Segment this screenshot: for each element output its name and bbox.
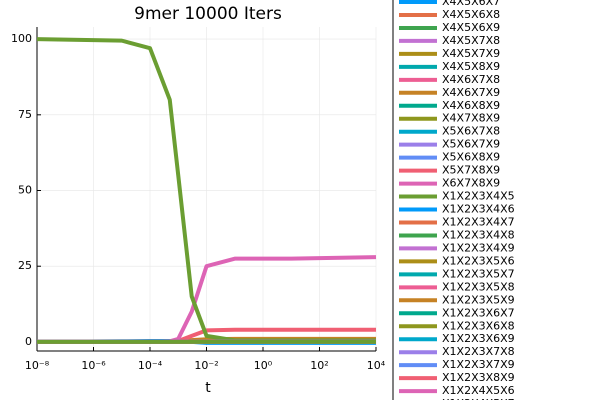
- x-tick-label: 10⁰: [254, 359, 273, 372]
- legend-label: X4X5X6X9: [442, 21, 500, 34]
- x-tick-label: 10²: [310, 359, 328, 372]
- legend-label: X1X2X3X4X7: [442, 215, 515, 228]
- y-tick-label: 50: [18, 184, 32, 197]
- legend-label: X1X2X3X7X9: [442, 358, 515, 371]
- legend-label: X1X2X3X7X8: [442, 345, 515, 358]
- legend-label: X1X2X3X6X8: [442, 319, 515, 332]
- legend-label: X5X6X7X8: [442, 125, 500, 138]
- x-tick-label: 10⁻⁸: [25, 359, 50, 372]
- legend-label: X5X6X8X9: [442, 151, 500, 164]
- legend-label: X1X2X3X6X9: [442, 332, 515, 345]
- legend-label: X1X2X3X6X7: [442, 306, 515, 319]
- legend-label: X1X2X3X4X9: [442, 241, 515, 254]
- legend-label: X1X2X3X4X6: [442, 203, 515, 216]
- y-tick-label: 25: [18, 259, 32, 272]
- legend-label: X4X5X6X8: [442, 8, 500, 21]
- legend-label: X4X6X7X9: [442, 86, 500, 99]
- legend-label: X1X2X3X5X8: [442, 280, 515, 293]
- legend-label: X4X7X8X9: [442, 112, 500, 125]
- legend-label: X4X5X7X9: [442, 47, 500, 60]
- y-tick-label: 75: [18, 108, 32, 121]
- legend-label: X1X2X4X5X7: [442, 397, 515, 400]
- legend-label: X5X7X8X9: [442, 164, 500, 177]
- legend-label: X4X5X8X9: [442, 60, 500, 73]
- y-tick-label: 100: [11, 32, 32, 45]
- chart-title: 9mer 10000 Iters: [134, 4, 282, 24]
- legend-label: X4X5X6X7: [442, 0, 500, 8]
- legend-label: X4X6X7X8: [442, 73, 500, 86]
- x-tick-label: 10⁴: [367, 359, 386, 372]
- legend-label: X1X2X3X4X8: [442, 228, 515, 241]
- x-axis-label: t: [205, 380, 211, 396]
- legend-label: X1X2X3X8X9: [442, 371, 515, 384]
- legend-label: X1X2X3X5X6: [442, 254, 515, 267]
- legend-label: X4X6X8X9: [442, 99, 500, 112]
- x-tick-label: 10⁻⁴: [138, 359, 163, 372]
- x-tick-label: 10⁻²: [194, 359, 218, 372]
- legend-label: X1X2X3X4X5: [442, 190, 515, 203]
- legend-label: X5X6X7X9: [442, 138, 500, 151]
- legend-label: X6X7X8X9: [442, 177, 500, 190]
- y-tick-label: 0: [25, 335, 32, 348]
- legend-label: X1X2X4X5X6: [442, 384, 515, 397]
- legend-label: X4X5X7X8: [442, 34, 500, 47]
- legend-label: X1X2X3X5X7: [442, 267, 515, 280]
- legend-label: X1X2X3X5X9: [442, 293, 515, 306]
- x-tick-label: 10⁻⁶: [81, 359, 106, 372]
